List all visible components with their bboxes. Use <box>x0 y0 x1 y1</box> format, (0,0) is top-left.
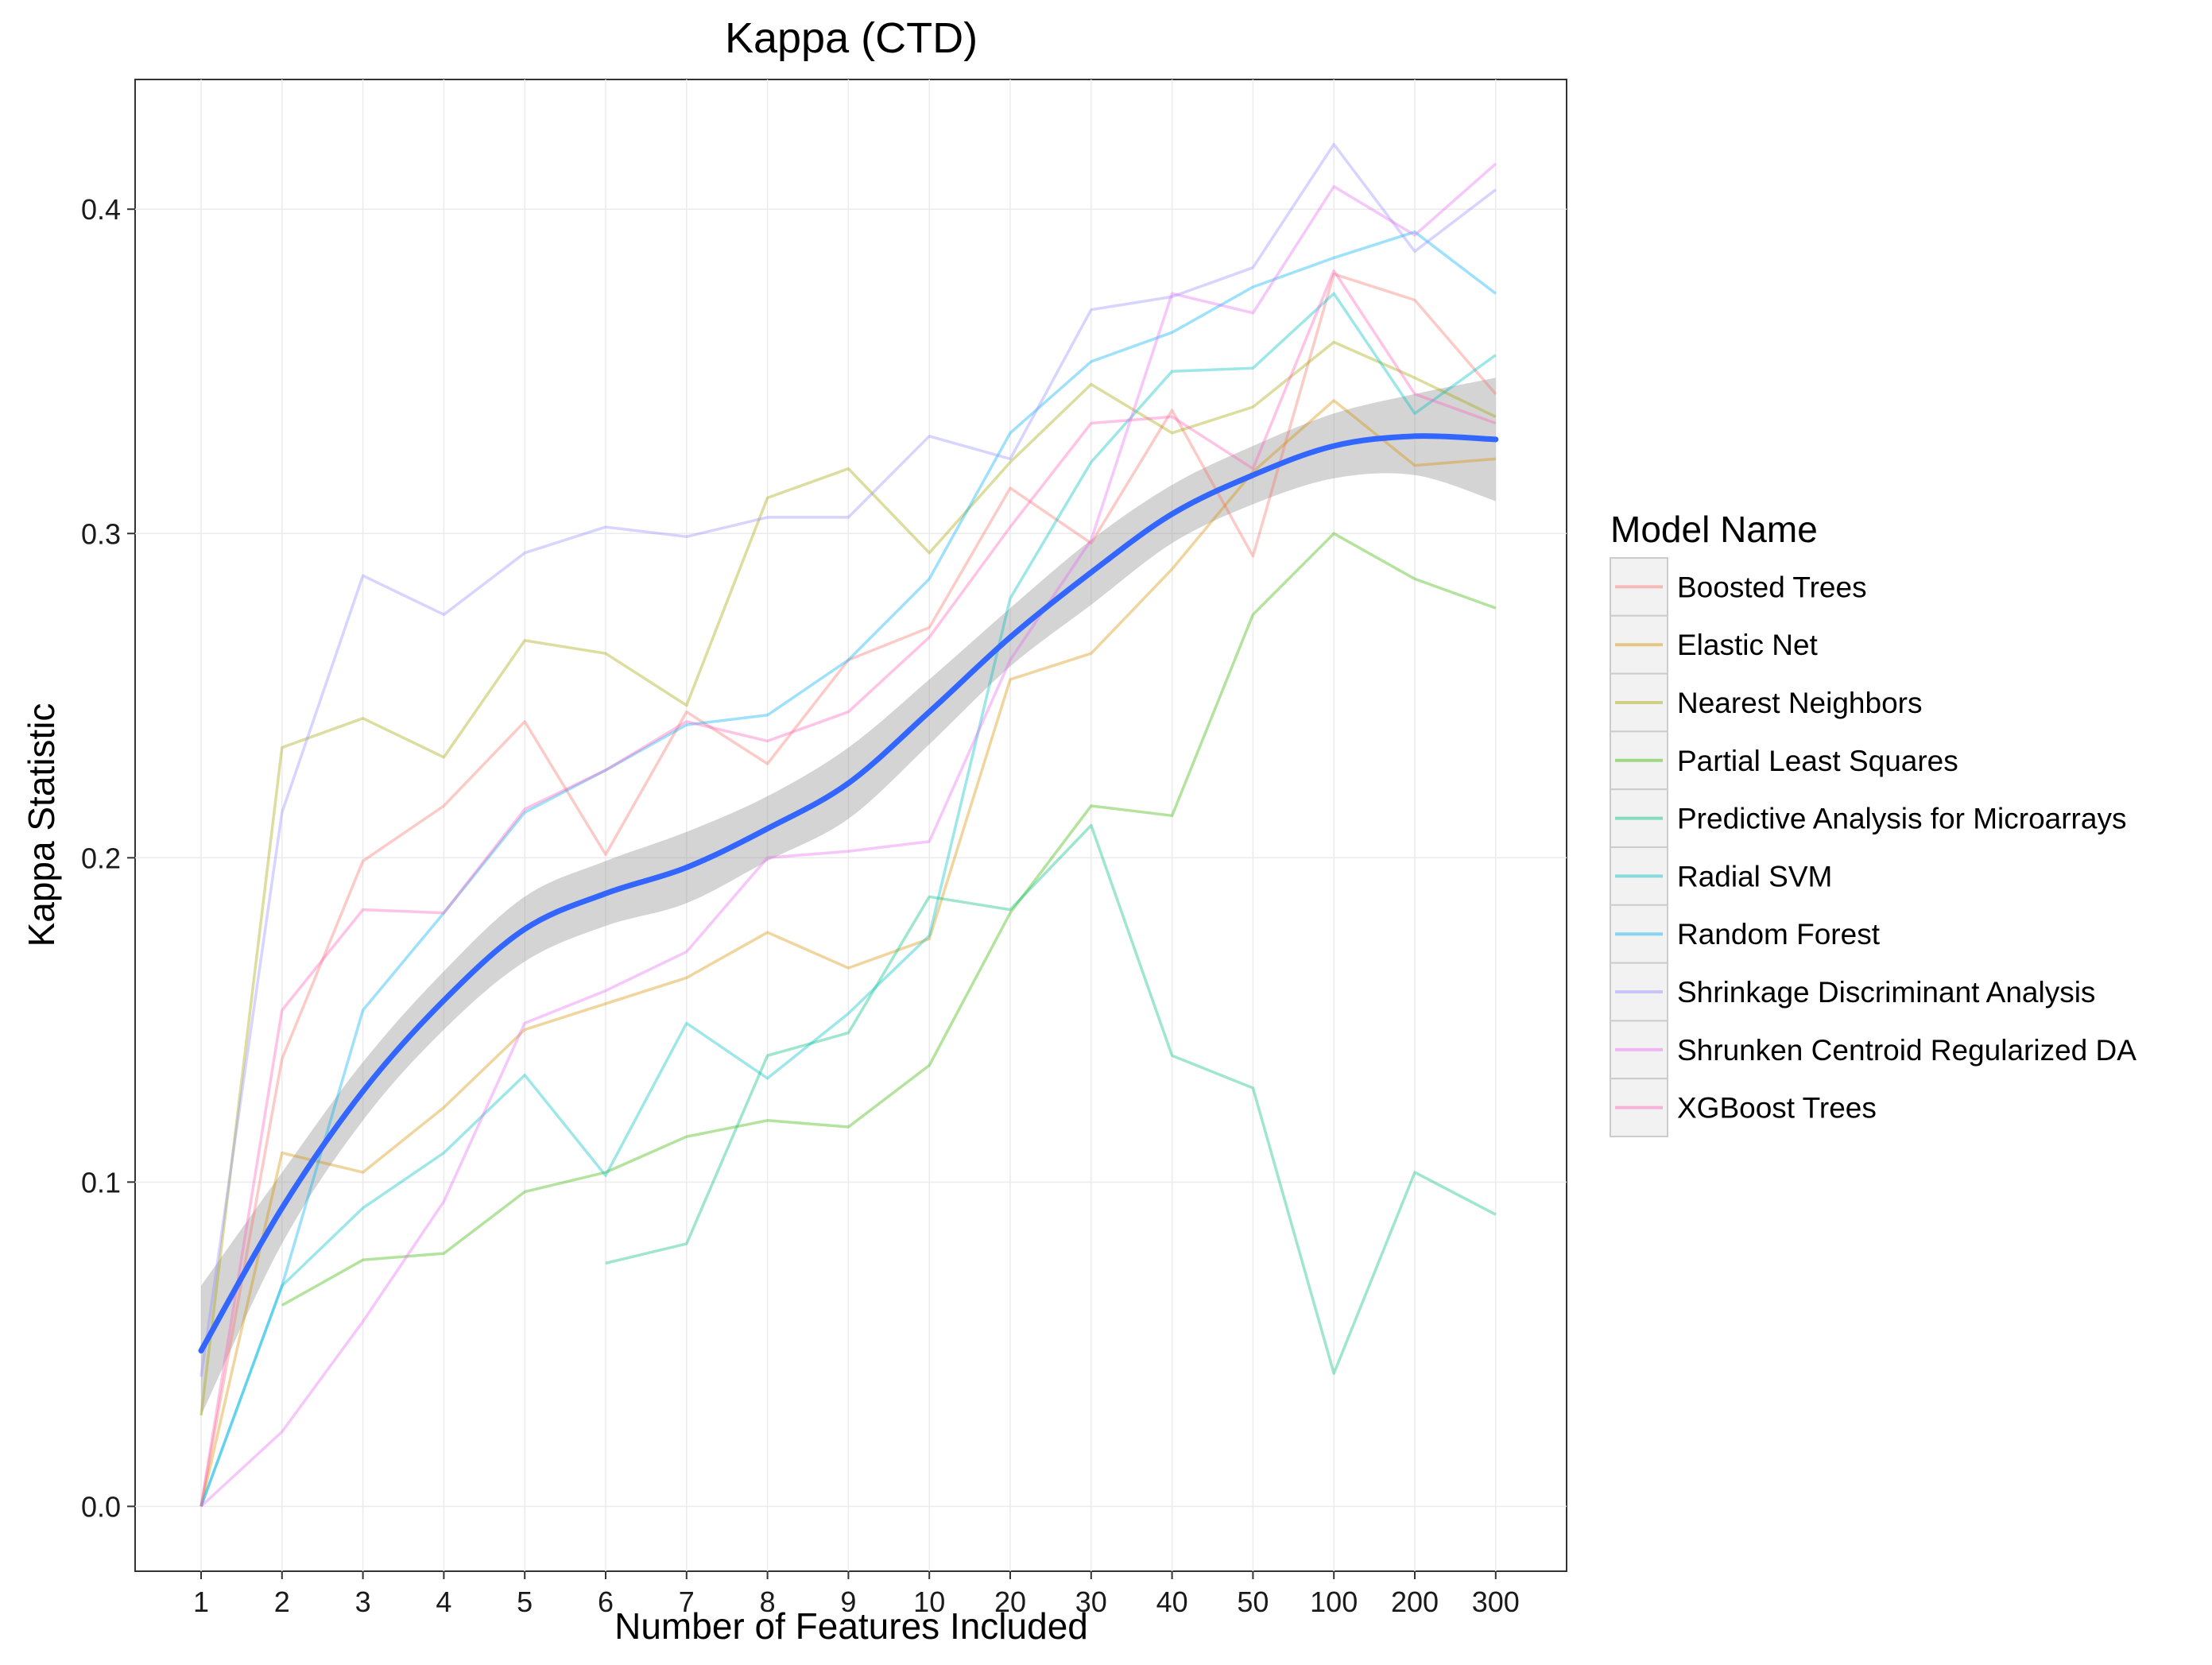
x-tick-label: 40 <box>1156 1586 1188 1618</box>
x-axis-title: Number of Features Included <box>614 1605 1088 1647</box>
series-line <box>200 162 1497 1508</box>
x-axis: 1 2 3 4 5 6 7 8 9 10 20 30 40 50 100 200 300 <box>193 1571 1520 1618</box>
chart-title: Kappa (CTD) <box>725 14 978 62</box>
legend-item: Predictive Analysis for Microarrays <box>1610 788 2126 849</box>
x-tick-label: 2 <box>274 1586 290 1618</box>
smooth-line-layer <box>198 433 1499 1353</box>
y-tick-label: 0.1 <box>81 1166 121 1198</box>
legend-key <box>1610 614 1668 675</box>
y-tick-label: 0.3 <box>81 517 121 550</box>
legend-label: Partial Least Squares <box>1677 745 1958 777</box>
legend: Model Name Boosted Trees Elastic Net Neare… <box>1610 509 2136 1137</box>
series-line <box>605 823 1497 1375</box>
legend-label: Shrinkage Discriminant Analysis <box>1677 976 2095 1009</box>
gridlines <box>135 79 1567 1571</box>
legend-item: XGBoost Trees <box>1610 1078 1877 1137</box>
legend-item: Radial SVM <box>1610 846 1832 906</box>
x-tick-label: 300 <box>1472 1586 1520 1618</box>
x-tick-label: 3 <box>355 1586 371 1618</box>
x-tick-label: 6 <box>598 1586 614 1618</box>
y-axis-title: Kappa Statistic <box>21 703 62 947</box>
legend-item: Nearest Neighbors <box>1610 672 1922 733</box>
legend-item: Shrinkage Discriminant Analysis <box>1610 962 2095 1022</box>
x-tick-label: 10 <box>913 1586 945 1618</box>
x-tick-label: 7 <box>679 1586 695 1618</box>
legend-items: Boosted Trees Elastic Net Nearest Neighbor… <box>1610 557 2136 1137</box>
legend-title: Model Name <box>1610 509 1818 550</box>
legend-label: Nearest Neighbors <box>1677 687 1922 719</box>
legend-key <box>1610 730 1668 791</box>
smooth-trend-line <box>198 433 1499 1353</box>
x-tick-label: 8 <box>760 1586 776 1618</box>
legend-item: Partial Least Squares <box>1610 730 1958 791</box>
series-line <box>200 292 1497 1508</box>
legend-label: Boosted Trees <box>1677 571 1867 603</box>
y-tick-label: 0.2 <box>81 842 121 874</box>
legend-label: XGBoost Trees <box>1677 1092 1877 1125</box>
legend-label: Random Forest <box>1677 918 1881 951</box>
y-tick-label: 0.4 <box>81 193 121 226</box>
x-tick-label: 200 <box>1391 1586 1439 1618</box>
legend-key <box>1610 962 1668 1022</box>
legend-item: Shrunken Centroid Regularized DA <box>1610 1020 2136 1080</box>
legend-label: Shrunken Centroid Regularized DA <box>1677 1034 2136 1067</box>
series-line <box>200 142 1497 1377</box>
x-tick-label: 9 <box>840 1586 856 1618</box>
series-line <box>200 399 1496 1507</box>
x-tick-label: 1 <box>193 1586 209 1618</box>
x-tick-label: 4 <box>436 1586 451 1618</box>
x-tick-label: 30 <box>1075 1586 1107 1618</box>
series-line <box>200 230 1497 1508</box>
y-tick-label: 0.0 <box>81 1490 121 1523</box>
plot-panel <box>134 79 1567 1572</box>
x-tick-label: 100 <box>1310 1586 1358 1618</box>
legend-item: Random Forest <box>1610 904 1881 964</box>
y-axis: 0.0 0.1 0.2 0.3 0.4 <box>81 193 135 1523</box>
legend-label: Predictive Analysis for Microarrays <box>1677 803 2126 835</box>
series-line <box>281 532 1497 1307</box>
legend-label: Elastic Net <box>1677 629 1819 661</box>
x-tick-label: 5 <box>517 1586 533 1618</box>
legend-label: Radial SVM <box>1677 860 1832 893</box>
legend-key <box>1610 904 1668 964</box>
legend-item: Boosted Trees <box>1610 557 1867 617</box>
legend-key <box>1610 1078 1668 1137</box>
x-tick-label: 50 <box>1237 1586 1269 1618</box>
series-line <box>200 340 1497 1416</box>
x-tick-label: 20 <box>994 1586 1026 1618</box>
legend-key <box>1610 846 1668 906</box>
legend-item: Elastic Net <box>1610 614 1819 675</box>
series-line <box>200 269 1497 1507</box>
